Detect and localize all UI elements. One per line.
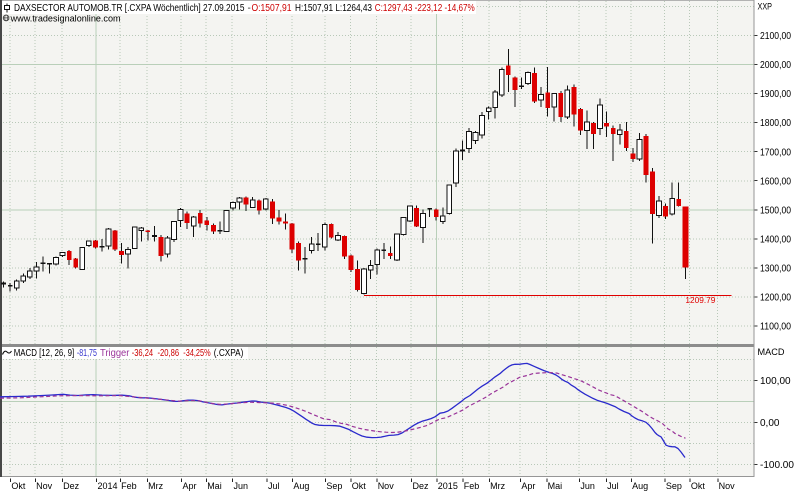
svg-text:1209.79: 1209.79 [685,295,715,305]
svg-text:(.CXPA): (.CXPA) [214,348,244,359]
svg-text:Jun: Jun [580,481,595,491]
svg-text:1900,00: 1900,00 [760,89,791,100]
svg-text:2100,00: 2100,00 [760,31,791,42]
svg-text:Mrz: Mrz [148,481,163,491]
svg-text:Trigger: Trigger [100,348,130,359]
svg-text:Sep: Sep [326,481,342,491]
svg-text:Apr: Apr [183,481,197,491]
svg-text:1500,00: 1500,00 [760,205,791,216]
svg-text:XXP: XXP [758,2,773,12]
svg-text:H:1507,91 L:1264,43: H:1507,91 L:1264,43 [295,3,372,14]
svg-text:-100.00: -100.00 [760,460,794,471]
svg-text:2015: 2015 [438,481,458,491]
svg-text:Jun: Jun [234,481,249,491]
svg-text:Dez: Dez [413,481,430,491]
svg-text:Nov: Nov [378,481,395,491]
svg-text:DAXSECTOR AUTOMOB.TR [.CXPA W: DAXSECTOR AUTOMOB.TR [.CXPA Wöchentlich]… [14,3,245,14]
svg-text:Aug: Aug [293,481,309,491]
svg-text:100,00: 100,00 [760,376,791,387]
svg-text:-36,24: -36,24 [132,348,154,359]
svg-text:1600,00: 1600,00 [760,176,791,187]
svg-text:MACD: MACD [758,347,785,358]
svg-text:2014: 2014 [98,481,118,491]
svg-text:Apr: Apr [521,481,535,491]
svg-text:Feb: Feb [121,481,137,491]
svg-text:Mai: Mai [548,481,563,491]
svg-text:1800,00: 1800,00 [760,118,791,129]
svg-text:Aug: Aug [632,481,648,491]
svg-text:-81,75: -81,75 [77,348,97,359]
svg-text:Jul: Jul [607,481,619,491]
svg-text:Okt: Okt [11,481,26,491]
svg-text:1300,00: 1300,00 [760,264,791,275]
svg-text:-: - [248,3,251,14]
svg-text:2000,00: 2000,00 [760,60,791,71]
svg-text:Jul: Jul [268,481,280,491]
svg-text:Sep: Sep [666,481,682,491]
svg-text:1400,00: 1400,00 [760,234,791,245]
svg-text:O:1507,91: O:1507,91 [252,3,292,14]
svg-text:Okt: Okt [691,481,706,491]
svg-text:1700,00: 1700,00 [760,147,791,158]
svg-text:0,00: 0,00 [760,418,780,429]
svg-text:www.tradesignalonline.com: www.tradesignalonline.com [10,13,121,23]
svg-text:Mai: Mai [207,481,222,491]
svg-text:-34,25%: -34,25% [183,348,210,359]
svg-text:1100,00: 1100,00 [760,322,791,333]
svg-text:MACD [12, 26, 9]: MACD [12, 26, 9] [14,348,75,359]
svg-text:Nov: Nov [719,481,736,491]
svg-text:Nov: Nov [36,481,53,491]
svg-text:1200,00: 1200,00 [760,293,791,304]
svg-text:Mrz: Mrz [490,481,505,491]
svg-text:-20,86: -20,86 [158,348,180,359]
svg-text:Okt: Okt [352,481,367,491]
svg-text:Dez: Dez [63,481,80,491]
svg-text:Feb: Feb [464,481,480,491]
svg-text:C:1297,43 -223,12 -14,67%: C:1297,43 -223,12 -14,67% [375,3,475,14]
